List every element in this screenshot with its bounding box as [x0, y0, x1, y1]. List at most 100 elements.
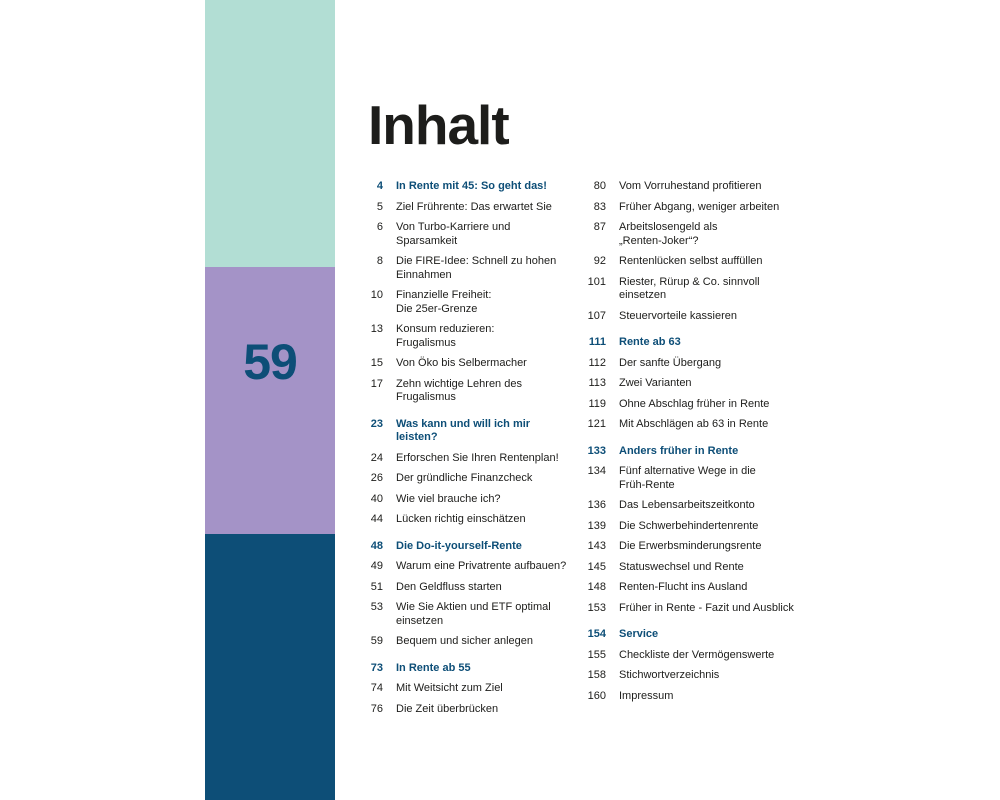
toc-page-number: 8 [376, 255, 383, 267]
toc-page-number: 80 [593, 180, 606, 192]
toc-entry-title: Früher Abgang, weniger arbeiten [619, 200, 780, 213]
toc-entry-title: Früher in Rente - Fazit und Ausblick [619, 601, 794, 614]
toc-entry-title: Der gründliche Finanzcheck [396, 472, 533, 484]
toc-page-number: 13 [370, 323, 383, 335]
color-band-bottom [205, 534, 335, 800]
toc-entry: 8 Die FIRE-Idee: Schnell zu hohen Einnahm… [362, 255, 590, 282]
toc-page-number: 101 [587, 275, 606, 288]
toc-entry-title: Zehn wichtige Lehren des Frugalismus [396, 377, 522, 404]
toc-entry: 87 Arbeitslosengeld als „Renten-Joker“? [585, 221, 825, 248]
toc-entry-title: In Rente mit 45: So geht das! [396, 180, 547, 192]
toc-entry: 112 Der sanfte Übergang [585, 357, 825, 371]
toc-entry-title: Service [619, 628, 659, 640]
toc-entry: 134 Fünf alternative Wege in die Früh-Ren… [585, 465, 825, 492]
toc-section-heading: 133 Anders früher in Rente [585, 445, 825, 459]
toc-page-number: 23 [370, 417, 383, 430]
toc-entry: 160 Impressum [585, 690, 825, 704]
toc-entry-title: Impressum [619, 689, 674, 702]
toc-entry: 51 Den Geldfluss starten [362, 581, 590, 595]
toc-page-number: 113 [588, 377, 606, 389]
toc-page-number: 17 [370, 377, 383, 390]
toc-page-number: 49 [370, 560, 383, 572]
toc-page-number: 158 [587, 669, 606, 681]
toc-entry-title: Riester, Rürup & Co. sinnvoll einsetzen [619, 275, 760, 302]
toc-entry: 53 Wie Sie Aktien und ETF optimal einsetz… [362, 601, 590, 628]
toc-entry-title: Zwei Varianten [619, 377, 692, 389]
toc-entry: 145 Statuswechsel und Rente [585, 561, 825, 575]
toc-page-number: 24 [370, 451, 383, 464]
toc-section-heading: 23 Was kann und will ich mir leisten? [362, 418, 590, 445]
toc-page-number: 87 [593, 221, 606, 233]
toc-entry: 136 Das Lebensarbeitszeitkonto [585, 499, 825, 513]
toc-page-number: 148 [587, 581, 606, 593]
toc-entry-title: Steuervorteile kassieren [619, 309, 738, 322]
toc-entry-title: Die Do-it-yourself-Rente [396, 539, 522, 552]
toc-entry-title: Bequem und sicher anlegen [396, 635, 533, 647]
toc-entry: 5 Ziel Frührente: Das erwartet Sie [362, 201, 590, 215]
toc-page-number: 51 [370, 580, 383, 593]
toc-entry: 76 Die Zeit überbrücken [362, 703, 590, 717]
toc-page-number: 145 [587, 560, 606, 573]
toc-entry: 143 Die Erwerbsminderungsrente [585, 540, 825, 554]
toc-entry: 121 Mit Abschlägen ab 63 in Rente [585, 418, 825, 432]
toc-entry-title: Die FIRE-Idee: Schnell zu hohen Einnahme… [396, 255, 557, 281]
toc-page-number: 160 [587, 689, 606, 702]
toc-entry-title: Anders früher in Rente [619, 444, 739, 457]
page-title: Inhalt [368, 94, 510, 156]
toc-entry-title: Stichwortverzeichnis [619, 669, 720, 681]
toc-entry-title: Vom Vorruhestand profitieren [619, 180, 762, 192]
toc-entry-title: Den Geldfluss starten [396, 580, 502, 593]
toc-entry-title: Rentenlücken selbst auffüllen [619, 255, 763, 267]
toc-page-number: 83 [593, 200, 606, 213]
toc-entry-title: Mit Weitsicht zum Ziel [396, 682, 503, 694]
toc-entry: 101 Riester, Rürup & Co. sinnvoll einsetz… [585, 276, 825, 303]
toc-entry: 155 Checkliste der Vermögenswerte [585, 649, 825, 663]
toc-entry-title: Lücken richtig einschätzen [396, 513, 526, 525]
toc-page-number: 73 [370, 661, 383, 674]
toc-page-number: 15 [370, 357, 383, 369]
toc-page-number: 53 [370, 601, 383, 613]
toc-entry-title: Wie viel brauche ich? [396, 492, 501, 505]
toc-section-heading: 154 Service [585, 628, 825, 642]
toc-page-number: 134 [587, 465, 606, 477]
toc-entry: 83 Früher Abgang, weniger arbeiten [585, 201, 825, 215]
color-band-middle [205, 267, 335, 534]
toc-page-number: 40 [370, 492, 383, 505]
toc-entry-title: Mit Abschlägen ab 63 in Rente [619, 418, 769, 430]
toc-page-number: 76 [370, 702, 383, 715]
toc-entry-title: Die Schwerbehindertenrente [619, 519, 759, 532]
toc-column-right: 80 Vom Vorruhestand profitieren 83 Früher A… [585, 180, 825, 710]
toc-entry: 26 Der gründliche Finanzcheck [362, 472, 590, 486]
toc-entry: 10 Finanzielle Freiheit: Die 25er-Grenze [362, 289, 590, 316]
toc-entry-title: Erforschen Sie Ihren Rentenplan! [396, 451, 559, 464]
toc-entry: 74 Mit Weitsicht zum Ziel [362, 682, 590, 696]
toc-entry: 80 Vom Vorruhestand profitieren [585, 180, 825, 194]
toc-page-number: 139 [587, 519, 606, 532]
toc-entry: 44 Lücken richtig einschätzen [362, 513, 590, 527]
toc-page-number: 5 [376, 200, 383, 213]
toc-entry-title: Ohne Abschlag früher in Rente [619, 397, 770, 410]
toc-entry-title: Finanzielle Freiheit: Die 25er-Grenze [396, 289, 492, 315]
color-band-top [205, 0, 335, 267]
toc-entry: 59 Bequem und sicher anlegen [362, 635, 590, 649]
toc-page-number: 26 [370, 472, 383, 484]
toc-section-heading: 73 In Rente ab 55 [362, 662, 590, 676]
toc-entry-title: Das Lebensarbeitszeitkonto [619, 499, 755, 511]
toc-page-number: 44 [370, 513, 383, 525]
toc-page-number: 112 [588, 356, 606, 369]
toc-entry-title: Von Öko bis Selbermacher [396, 357, 527, 369]
toc-page-number: 74 [370, 682, 383, 694]
toc-entry-title: Die Erwerbsminderungsrente [619, 540, 762, 552]
toc-entry-title: Warum eine Privatrente aufbauen? [396, 560, 567, 572]
toc-entry: 15 Von Öko bis Selbermacher [362, 357, 590, 371]
toc-entry-title: Von Turbo-Karriere und Sparsamkeit [396, 221, 511, 247]
toc-page-number: 59 [370, 635, 383, 647]
toc-page-number: 119 [588, 397, 606, 410]
toc-entry-title: Arbeitslosengeld als „Renten-Joker“? [619, 221, 718, 247]
toc-page-number: 136 [587, 499, 606, 511]
toc-entry-title: In Rente ab 55 [396, 661, 471, 674]
toc-entry: 40 Wie viel brauche ich? [362, 493, 590, 507]
toc-section-heading: 48 Die Do-it-yourself-Rente [362, 540, 590, 554]
toc-entry: 24 Erforschen Sie Ihren Rentenplan! [362, 452, 590, 466]
toc-entry: 13 Konsum reduzieren: Frugalismus [362, 323, 590, 350]
